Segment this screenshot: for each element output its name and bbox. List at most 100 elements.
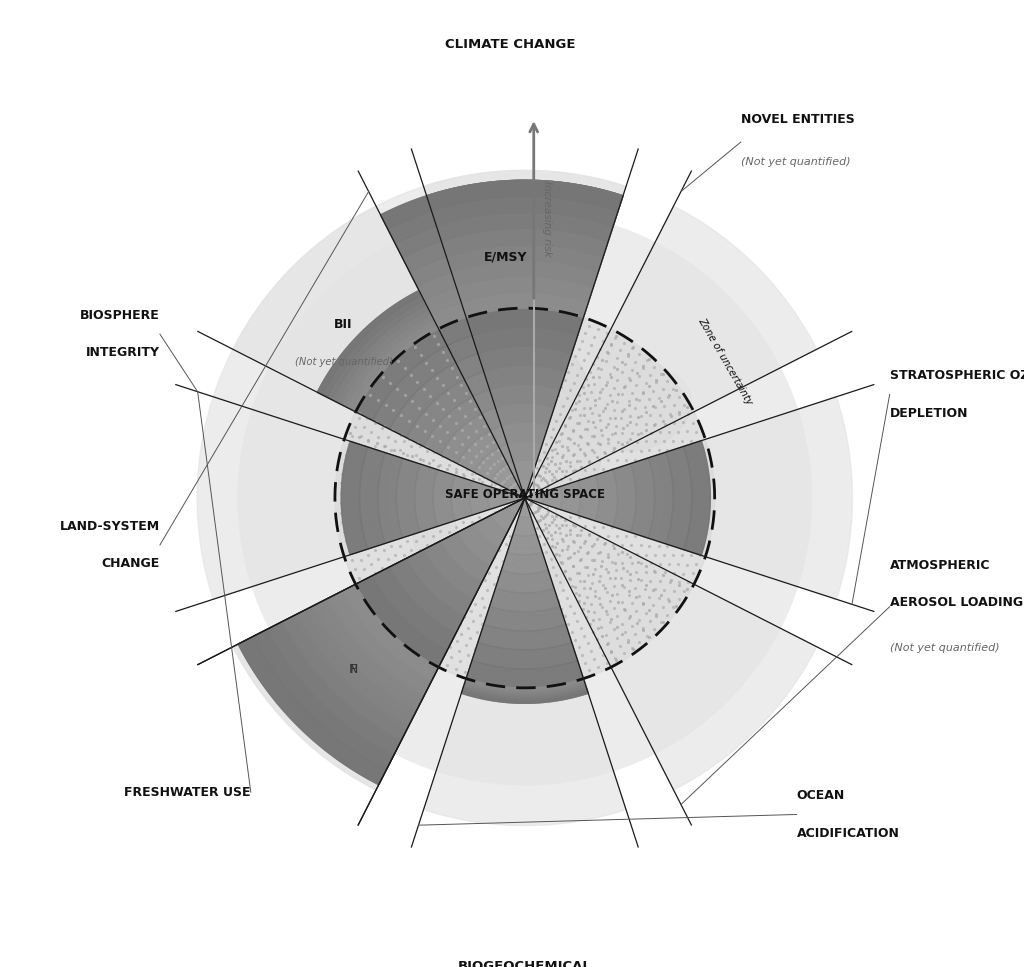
Polygon shape [510, 493, 524, 503]
Polygon shape [648, 453, 673, 543]
Polygon shape [396, 458, 420, 538]
Text: AEROSOL LOADING: AEROSOL LOADING [890, 596, 1023, 609]
Polygon shape [406, 546, 476, 618]
Polygon shape [514, 514, 536, 532]
Polygon shape [376, 170, 626, 498]
Polygon shape [672, 446, 695, 550]
Polygon shape [266, 623, 399, 756]
Polygon shape [524, 492, 544, 504]
Polygon shape [457, 430, 499, 472]
Polygon shape [463, 688, 587, 699]
Polygon shape [351, 324, 438, 412]
Polygon shape [276, 613, 410, 747]
Polygon shape [381, 180, 623, 229]
Polygon shape [435, 207, 614, 247]
Polygon shape [483, 366, 566, 390]
Ellipse shape [413, 498, 458, 572]
Polygon shape [355, 575, 447, 667]
Polygon shape [578, 475, 599, 521]
Polygon shape [402, 460, 423, 536]
Polygon shape [317, 290, 422, 395]
Polygon shape [341, 314, 434, 407]
Polygon shape [346, 319, 436, 409]
Text: Increasing risk: Increasing risk [542, 181, 552, 256]
Polygon shape [378, 453, 402, 543]
Polygon shape [488, 486, 507, 510]
Polygon shape [502, 422, 548, 444]
Polygon shape [370, 342, 455, 427]
Text: NOVEL ENTITIES: NOVEL ENTITIES [740, 113, 854, 126]
Polygon shape [657, 451, 680, 545]
Polygon shape [462, 677, 588, 703]
Text: E/MSY: E/MSY [484, 250, 527, 263]
Polygon shape [490, 507, 516, 532]
Polygon shape [560, 481, 581, 515]
Polygon shape [595, 469, 617, 527]
Polygon shape [508, 460, 537, 482]
Polygon shape [434, 533, 490, 588]
Polygon shape [569, 479, 587, 517]
Polygon shape [465, 681, 585, 691]
Polygon shape [613, 464, 633, 532]
Polygon shape [513, 472, 532, 498]
Polygon shape [507, 441, 543, 462]
Polygon shape [465, 366, 565, 403]
Text: P: P [350, 662, 357, 676]
Polygon shape [407, 549, 473, 616]
Polygon shape [468, 312, 582, 347]
Polygon shape [496, 403, 554, 425]
Polygon shape [431, 196, 618, 226]
Polygon shape [472, 644, 578, 669]
Polygon shape [543, 486, 562, 510]
Polygon shape [490, 464, 516, 489]
Polygon shape [297, 606, 416, 726]
Polygon shape [389, 363, 465, 438]
Polygon shape [501, 445, 541, 475]
Polygon shape [508, 498, 524, 515]
Polygon shape [487, 596, 562, 618]
Polygon shape [449, 475, 467, 521]
Polygon shape [628, 459, 648, 537]
Text: BIOGEOCHEMICAL: BIOGEOCHEMICAL [458, 959, 592, 967]
Polygon shape [501, 498, 524, 522]
Polygon shape [509, 445, 541, 473]
Text: ACIDIFICATION: ACIDIFICATION [797, 827, 899, 839]
Polygon shape [323, 295, 424, 397]
Polygon shape [484, 366, 565, 397]
Polygon shape [494, 579, 556, 601]
Polygon shape [389, 558, 465, 633]
Polygon shape [372, 451, 394, 545]
Polygon shape [299, 601, 421, 723]
Polygon shape [423, 396, 481, 454]
Polygon shape [463, 686, 587, 697]
Text: DEPLETION: DEPLETION [890, 407, 968, 421]
Polygon shape [489, 588, 560, 612]
Polygon shape [524, 498, 817, 790]
Polygon shape [495, 488, 510, 508]
Polygon shape [341, 441, 365, 555]
Polygon shape [373, 346, 456, 429]
Polygon shape [490, 463, 516, 489]
Polygon shape [613, 463, 636, 533]
Polygon shape [436, 212, 613, 242]
Polygon shape [477, 511, 513, 545]
Polygon shape [474, 515, 508, 548]
Polygon shape [513, 516, 537, 536]
Polygon shape [239, 631, 391, 784]
Text: (Not yet quantified): (Not yet quantified) [740, 157, 850, 167]
Polygon shape [429, 535, 488, 594]
Polygon shape [386, 360, 463, 436]
Polygon shape [239, 636, 386, 784]
Polygon shape [479, 510, 513, 543]
Polygon shape [404, 233, 606, 285]
Polygon shape [267, 622, 401, 755]
Polygon shape [457, 521, 502, 566]
Text: (Not yet quantified): (Not yet quantified) [890, 643, 999, 654]
Polygon shape [477, 392, 557, 427]
Polygon shape [474, 448, 508, 481]
Polygon shape [335, 308, 436, 410]
Polygon shape [421, 395, 480, 454]
Polygon shape [334, 583, 439, 689]
Polygon shape [280, 617, 407, 744]
Polygon shape [479, 484, 496, 513]
